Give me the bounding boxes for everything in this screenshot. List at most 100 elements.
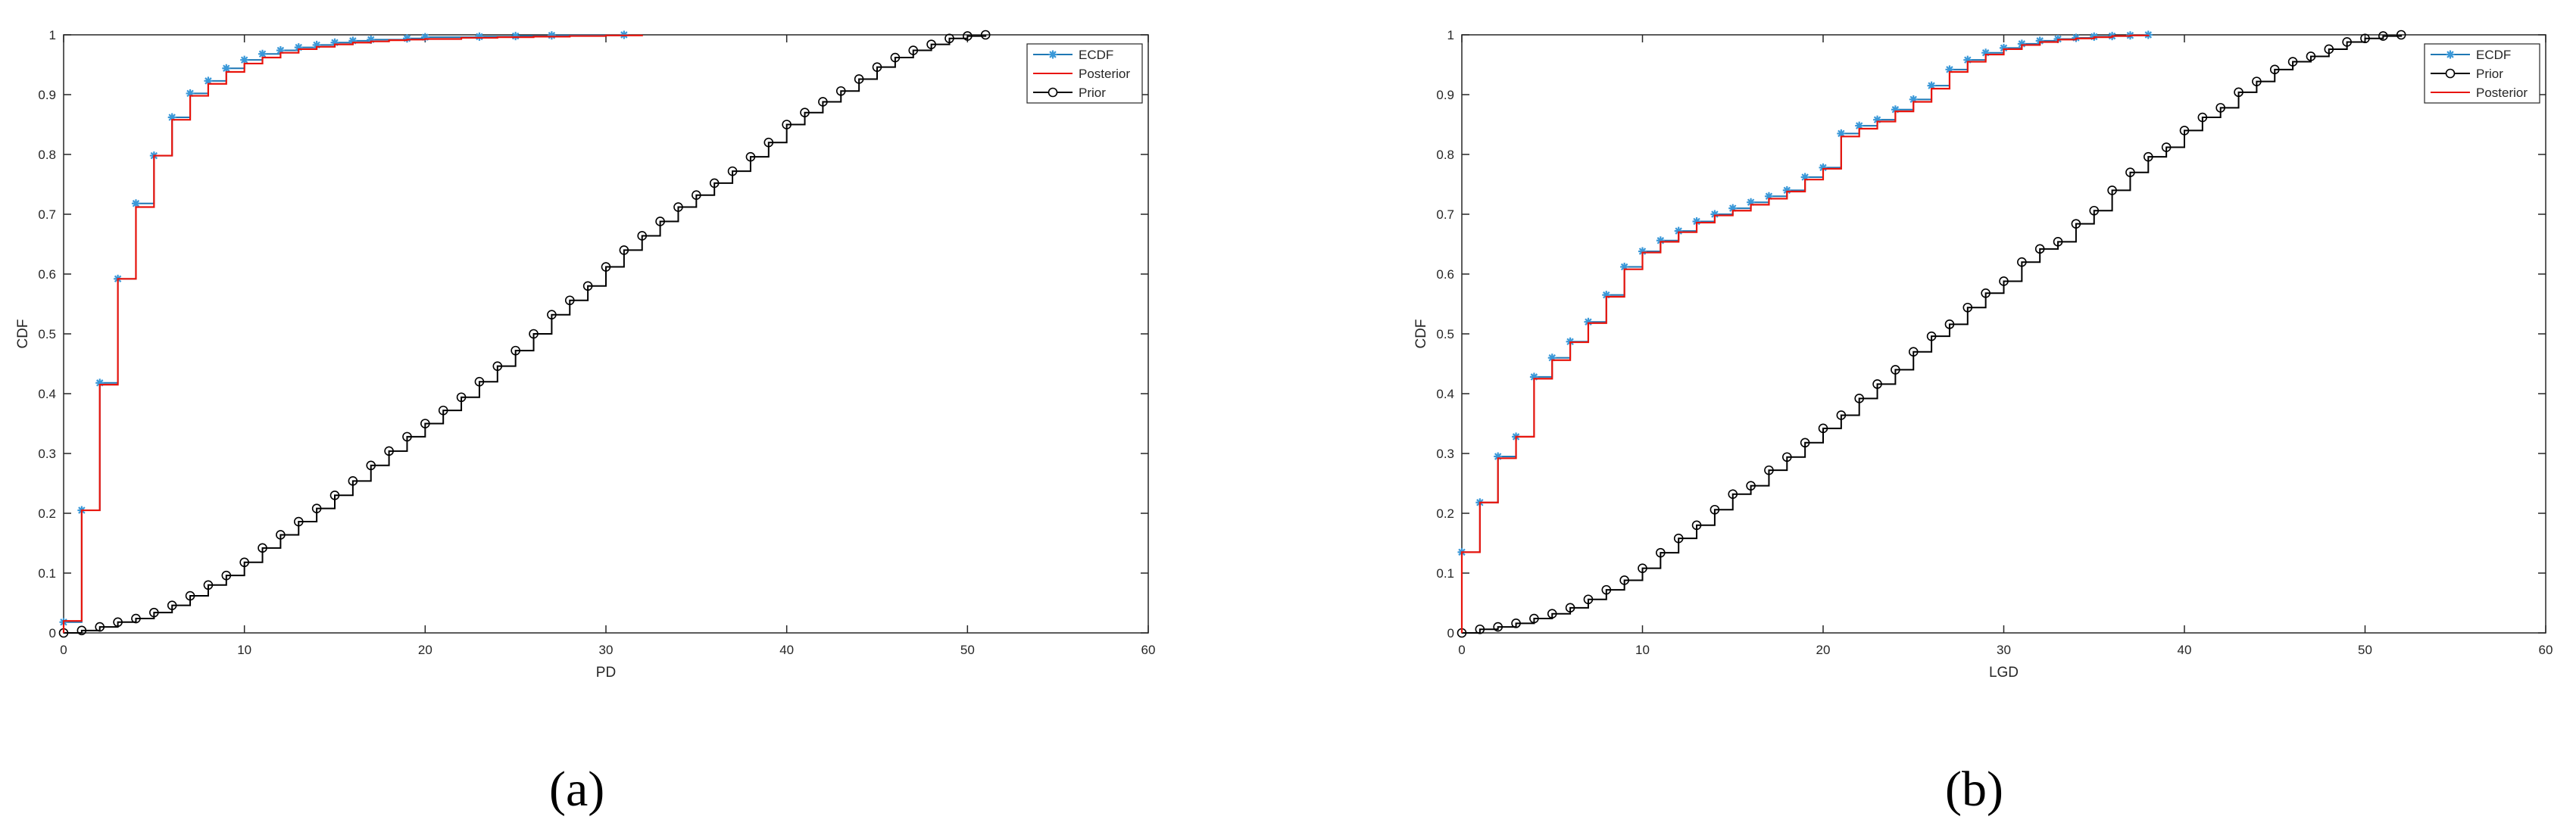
prior-point [2306, 51, 2316, 61]
prior-point [1601, 584, 1612, 595]
prior-point [2144, 151, 2153, 162]
axes-box [63, 34, 1149, 634]
ecdf-point [204, 76, 213, 86]
y-tick-label: 0.8 [1436, 148, 1454, 162]
ecdf-point [1692, 217, 1701, 226]
ecdf-point [547, 31, 556, 40]
prior-point [963, 31, 973, 41]
legend: ECDF Prior Posterior [2424, 43, 2540, 104]
series-line-prior [64, 35, 987, 634]
ecdf-point [240, 55, 249, 64]
x-tick-label: 0 [1458, 643, 1465, 657]
y-tick-label: 0.4 [38, 387, 56, 401]
x-tick-label: 10 [1635, 643, 1650, 657]
ecdf-point [222, 64, 231, 73]
prior-point [763, 137, 774, 148]
prior-point [601, 262, 611, 272]
y-tick-label: 0.1 [38, 566, 56, 581]
prior-point [872, 62, 882, 72]
prior-point [2161, 142, 2172, 152]
prior-point [2342, 37, 2352, 47]
prior-point [854, 74, 864, 84]
ecdf-point [95, 379, 105, 388]
prior-point [2053, 237, 2063, 247]
prior-point [945, 33, 954, 44]
y-tick-label: 0.4 [1436, 387, 1454, 401]
ecdf-point [1656, 236, 1665, 245]
y-tick-label: 0 [1447, 626, 1454, 640]
prior-point [2107, 185, 2117, 195]
prior-point [673, 202, 683, 212]
y-tick-label: 0.3 [38, 447, 56, 461]
ecdf-point [348, 36, 358, 45]
prior-point [582, 281, 593, 291]
ecdf-point [1819, 163, 1828, 172]
ecdf-point [2000, 43, 2008, 52]
prior-point [2017, 257, 2027, 267]
prior-point [1691, 520, 1702, 531]
y-tick-label: 0.2 [38, 506, 56, 521]
x-tick-label: 50 [960, 643, 975, 657]
prior-point [2071, 219, 2081, 229]
prior-point [2034, 244, 2045, 254]
prior-point [2125, 167, 2135, 177]
prior-point [835, 86, 846, 96]
prior-point [1583, 594, 1594, 605]
prior-point [1818, 423, 1828, 434]
prior-point [1836, 410, 1847, 420]
legend-marker-ecdf [2446, 50, 2455, 59]
prior-point [366, 460, 376, 471]
ecdf-point [1873, 115, 1882, 124]
ecdf-point [1909, 95, 1918, 104]
cdf-chart-pd: 0 10 20 30 40 50 60 0 0.1 0.2 0.3 0.4 0.5 0.6 0.7 0.8 0.… [15, 28, 1155, 681]
prior-point [2179, 126, 2190, 136]
prior-point [564, 295, 575, 306]
ecdf-point [511, 32, 520, 41]
ecdf-point [2035, 36, 2044, 45]
ecdf-point [1602, 291, 1611, 300]
prior-point [221, 570, 232, 581]
prior-point [1999, 276, 2009, 286]
y-tick-label: 0.1 [1436, 566, 1454, 581]
ecdf-point [312, 40, 321, 49]
prior-point [1891, 365, 1900, 375]
y-tick-label: 0.7 [38, 207, 56, 222]
legend-marker-ecdf [1048, 50, 1057, 59]
prior-point [2287, 57, 2298, 67]
y-tick-label: 0.7 [1436, 207, 1454, 222]
series-line-ecdf [1461, 34, 2150, 633]
prior-point [2324, 44, 2334, 55]
prior-point [456, 392, 467, 403]
prior-point [1638, 563, 1647, 573]
prior-point [293, 516, 304, 527]
ecdf-point [131, 199, 140, 208]
prior-point [2269, 64, 2280, 75]
x-tick-label: 60 [1141, 643, 1156, 657]
x-tick-label: 10 [237, 643, 251, 657]
ecdf-point [294, 43, 303, 52]
prior-point [890, 52, 901, 63]
prior-point [1619, 575, 1629, 585]
legend-label-ecdf: ECDF [2476, 48, 2511, 62]
prior-point [474, 376, 485, 387]
prior-point [692, 190, 701, 201]
ecdf-point [1747, 198, 1756, 207]
ecdf-point [1981, 48, 1991, 58]
prior-point [2197, 112, 2208, 123]
x-tick-label: 50 [2358, 643, 2372, 657]
prior-point [727, 166, 738, 176]
prior-point [113, 617, 123, 628]
prior-point [2360, 33, 2370, 44]
ecdf-point [1547, 354, 1557, 363]
ecdf-point [1945, 65, 1954, 74]
y-tick-label: 0.9 [38, 88, 56, 102]
panel-caption-b: (b) [1945, 762, 2003, 817]
prior-point [131, 613, 141, 624]
prior-point [1872, 379, 1882, 389]
ecdf-point [276, 46, 285, 55]
prior-point [1656, 547, 1666, 558]
prior-point [745, 151, 756, 162]
ecdf-point [167, 113, 176, 122]
prior-point [1710, 504, 1720, 515]
